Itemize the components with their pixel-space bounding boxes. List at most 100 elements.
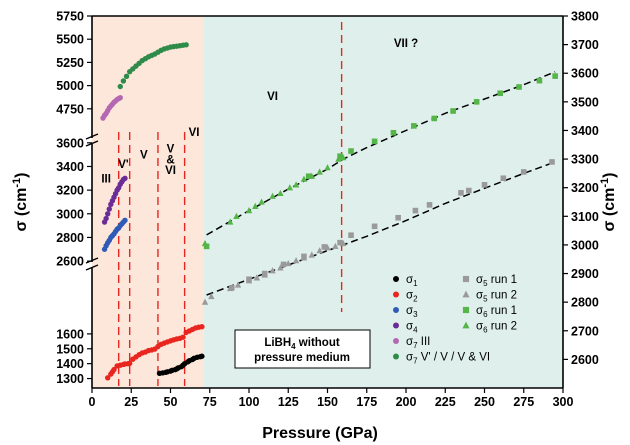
- data-point: [233, 212, 240, 219]
- axis-break-mark: [85, 133, 99, 140]
- data-point: [348, 232, 354, 238]
- data-point: [234, 281, 242, 288]
- y-left-tick-label: 1400: [56, 357, 84, 371]
- data-point: [458, 190, 464, 196]
- x-tick-label: 300: [553, 395, 574, 409]
- annotation-box: LiBH4 without pressure medium: [234, 329, 371, 369]
- data-point: [316, 168, 323, 175]
- legend-marker: [462, 275, 470, 283]
- phase-boundaries: [117, 22, 343, 386]
- y-right-tick-label: 3400: [571, 124, 599, 138]
- data-point: [245, 277, 253, 284]
- data-point: [316, 247, 323, 254]
- y-left-tick-label: 3000: [56, 207, 84, 221]
- data-point: [258, 198, 265, 205]
- y-right-tick-label: 2800: [571, 296, 599, 310]
- y-axis-label-right: σ (cm-1): [599, 173, 618, 232]
- series-5: [100, 94, 123, 121]
- legend-marker: [393, 276, 399, 282]
- y-right-tick-label: 2900: [571, 267, 599, 281]
- series-9: [203, 73, 558, 250]
- data-point: [536, 77, 543, 84]
- legend-entry: σ7 III: [393, 336, 430, 350]
- phase-label: V: [167, 144, 175, 156]
- data-point: [371, 223, 378, 230]
- x-tick-label: 125: [278, 395, 299, 409]
- x-tick-label: 25: [124, 395, 138, 409]
- legend-label: σ5 run 2: [476, 290, 517, 304]
- x-tick-label: 0: [89, 395, 96, 409]
- y-left-tick-label: 2800: [56, 231, 84, 245]
- data-point: [199, 324, 205, 330]
- y-left-tick-label: 1500: [56, 342, 84, 356]
- y-right-tick-label: 3000: [571, 238, 599, 252]
- data-point: [228, 285, 235, 291]
- data-point: [481, 182, 488, 188]
- data-point: [411, 123, 417, 129]
- data-point: [339, 239, 347, 247]
- y-left-tick-label: 3200: [56, 184, 84, 198]
- annotation-rect: [234, 329, 371, 369]
- data-point: [261, 271, 268, 278]
- data-point: [253, 274, 261, 281]
- x-axis-label: Pressure (GPa): [262, 425, 378, 442]
- data-point: [269, 267, 276, 274]
- data-point: [308, 251, 316, 258]
- phase-label: V: [140, 150, 148, 162]
- data-point: [103, 215, 109, 222]
- series-2: [105, 324, 205, 381]
- y-left-tick-label: 5500: [56, 33, 84, 47]
- x-tick-label: 100: [239, 395, 260, 409]
- legend-marker: [393, 322, 399, 329]
- series-6: [117, 42, 189, 90]
- phase-label: III: [101, 173, 111, 185]
- x-tick-label: 175: [356, 395, 377, 409]
- data-point: [337, 153, 343, 160]
- legend-marker: [462, 290, 470, 298]
- data-point: [201, 298, 209, 305]
- data-point: [332, 242, 339, 249]
- data-point: [285, 259, 292, 267]
- series-3: [101, 217, 128, 252]
- legend-label: σ6 run 2: [476, 321, 517, 335]
- x-tick-label: 75: [203, 395, 217, 409]
- fit-line: [206, 161, 556, 296]
- legend-label: σ7 III: [406, 336, 430, 350]
- data-point: [300, 254, 308, 261]
- x-tick-label: 275: [513, 395, 534, 409]
- legend-entry: σ3: [393, 305, 418, 319]
- data-point: [308, 172, 316, 179]
- data-point: [520, 169, 527, 175]
- y-axis-label-left: σ (cm-1): [11, 173, 30, 232]
- data-point: [226, 284, 234, 292]
- data-point: [245, 207, 253, 214]
- data-point: [549, 159, 555, 165]
- x-tick-label: 225: [435, 395, 456, 409]
- y-right-tick-label: 3700: [571, 38, 599, 52]
- data-point: [286, 184, 294, 191]
- legend-marker: [393, 307, 399, 313]
- legend-label: σ5 run 1: [476, 274, 517, 288]
- phase-label: VI: [267, 91, 278, 103]
- legend-label: σ1: [406, 274, 418, 288]
- legend-label: σ3: [406, 305, 418, 319]
- legend-label: σ7 V' / V / V & VI: [406, 352, 490, 366]
- data-point: [226, 218, 234, 225]
- series-10: [201, 154, 347, 247]
- series-1: [156, 353, 205, 377]
- y-left-tick-label: 5250: [56, 56, 84, 70]
- data-point: [412, 207, 419, 214]
- data-point: [552, 73, 558, 79]
- y-right-tick-label: 2700: [571, 324, 599, 338]
- y-left-tick-label: 4750: [56, 102, 84, 116]
- data-point: [292, 181, 300, 188]
- data-point: [292, 257, 300, 264]
- y-left-tick-label: 3600: [56, 136, 84, 150]
- data-point: [111, 366, 117, 373]
- legend-marker: [462, 306, 470, 314]
- x-tick-label: 50: [164, 395, 178, 409]
- data-point: [120, 78, 127, 84]
- phase-label: V': [118, 159, 129, 171]
- legend-entry: σ5 run 1: [462, 274, 517, 288]
